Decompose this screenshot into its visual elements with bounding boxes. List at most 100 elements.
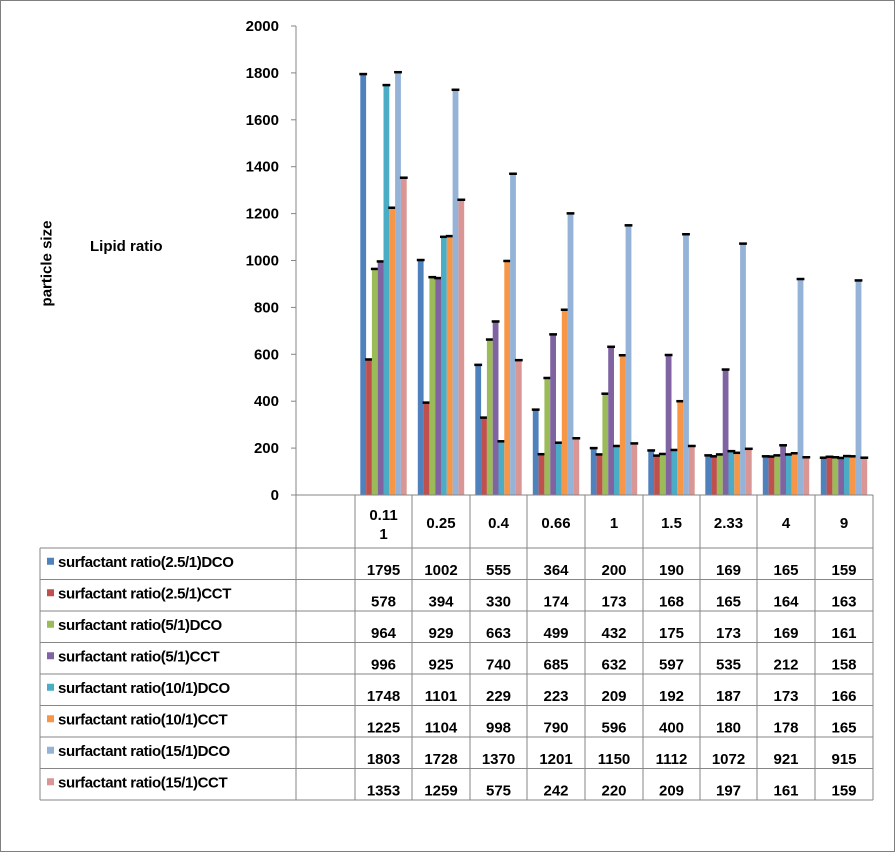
data-label: 663 bbox=[486, 625, 511, 642]
data-label: 209 bbox=[659, 782, 684, 799]
bar bbox=[423, 402, 430, 495]
bar bbox=[716, 454, 723, 495]
data-label: 555 bbox=[486, 562, 511, 579]
legend-swatch bbox=[47, 715, 54, 723]
legend-label: surfactant ratio(5/1)CCT bbox=[58, 648, 219, 665]
data-label: 169 bbox=[716, 562, 741, 579]
data-label: 178 bbox=[773, 719, 798, 736]
legend-swatch bbox=[47, 746, 54, 754]
data-label: 1259 bbox=[424, 782, 457, 799]
x-tick-label: 0.11 bbox=[369, 507, 397, 524]
y-tick-label: 600 bbox=[254, 346, 279, 363]
bar bbox=[665, 355, 672, 495]
data-label: 790 bbox=[543, 719, 568, 736]
bar bbox=[602, 393, 609, 495]
data-label: 964 bbox=[371, 625, 397, 642]
data-label: 169 bbox=[773, 625, 798, 642]
data-label: 192 bbox=[659, 688, 684, 705]
bar bbox=[441, 236, 447, 496]
data-label: 165 bbox=[831, 719, 856, 736]
data-label: 597 bbox=[659, 656, 684, 673]
bar bbox=[688, 445, 695, 495]
data-label: 929 bbox=[428, 625, 453, 642]
bar bbox=[832, 457, 839, 495]
bar bbox=[648, 450, 655, 495]
bar bbox=[797, 279, 804, 495]
bar bbox=[768, 456, 775, 495]
bar bbox=[515, 360, 522, 495]
bar bbox=[614, 445, 620, 495]
bar bbox=[683, 234, 689, 495]
bar bbox=[861, 457, 868, 495]
data-label: 535 bbox=[716, 656, 741, 673]
bar bbox=[659, 453, 666, 495]
bar bbox=[498, 441, 505, 495]
bar bbox=[774, 455, 781, 495]
bar bbox=[654, 455, 660, 495]
data-label: 1002 bbox=[424, 562, 457, 579]
bar bbox=[671, 449, 678, 495]
y-tick-label: 400 bbox=[254, 393, 279, 410]
bar bbox=[855, 280, 862, 495]
legend-swatch bbox=[47, 589, 54, 597]
x-tick-label: 1 bbox=[379, 526, 387, 543]
y-tick-label: 1600 bbox=[246, 112, 279, 129]
legend-label: surfactant ratio(2.5/1)DCO bbox=[58, 554, 234, 571]
bar bbox=[728, 451, 735, 495]
data-label: 174 bbox=[543, 593, 569, 610]
data-label: 1201 bbox=[539, 751, 572, 768]
data-label: 1104 bbox=[425, 719, 458, 736]
bar bbox=[711, 456, 717, 495]
bar bbox=[377, 261, 384, 495]
data-label: 740 bbox=[486, 656, 511, 673]
bar bbox=[486, 339, 493, 495]
data-label: 229 bbox=[486, 688, 511, 705]
data-label: 197 bbox=[716, 782, 741, 799]
bar bbox=[803, 457, 810, 495]
data-label: 163 bbox=[831, 593, 856, 610]
bar bbox=[561, 309, 568, 495]
x-tick-label: 0.66 bbox=[541, 515, 570, 532]
x-tick-label: 0.25 bbox=[426, 515, 455, 532]
data-label: 164 bbox=[773, 593, 799, 610]
x-tick-label: 1.5 bbox=[661, 515, 682, 532]
data-label: 1072 bbox=[712, 751, 745, 768]
data-label: 575 bbox=[486, 782, 511, 799]
data-label: 158 bbox=[831, 656, 856, 673]
y-axis-title: particle size bbox=[38, 220, 56, 307]
y-tick-label: 0 bbox=[271, 487, 279, 504]
legend-swatch bbox=[47, 557, 54, 565]
data-label: 173 bbox=[716, 625, 741, 642]
bar bbox=[590, 448, 597, 495]
bar bbox=[544, 377, 551, 495]
data-label: 1225 bbox=[367, 719, 400, 736]
data-label: 1370 bbox=[482, 751, 515, 768]
bar bbox=[844, 456, 850, 495]
x-tick-label: 1 bbox=[610, 515, 618, 532]
data-label: 1150 bbox=[598, 751, 631, 768]
legend-swatch bbox=[47, 683, 54, 691]
x-tick-label: 9 bbox=[840, 515, 848, 532]
data-label: 173 bbox=[773, 688, 798, 705]
legend-label: surfactant ratio(10/1)DCO bbox=[58, 680, 230, 697]
data-label: 180 bbox=[716, 719, 741, 736]
data-label: 166 bbox=[831, 688, 856, 705]
legend-swatch bbox=[47, 620, 54, 628]
bar bbox=[417, 260, 424, 495]
data-label: 685 bbox=[543, 656, 568, 673]
data-label: 364 bbox=[543, 562, 569, 579]
bar bbox=[452, 89, 459, 495]
data-label: 165 bbox=[716, 593, 741, 610]
data-label: 499 bbox=[543, 625, 568, 642]
data-label: 175 bbox=[659, 625, 684, 642]
bar bbox=[786, 454, 792, 495]
data-label: 330 bbox=[486, 593, 511, 610]
bar bbox=[446, 236, 453, 495]
bar bbox=[475, 364, 482, 495]
legend-label: surfactant ratio(2.5/1)CCT bbox=[58, 585, 231, 602]
bar bbox=[722, 369, 729, 495]
y-tick-label: 800 bbox=[254, 299, 279, 316]
data-label: 632 bbox=[601, 656, 626, 673]
bar bbox=[366, 359, 372, 495]
data-label: 220 bbox=[601, 782, 626, 799]
